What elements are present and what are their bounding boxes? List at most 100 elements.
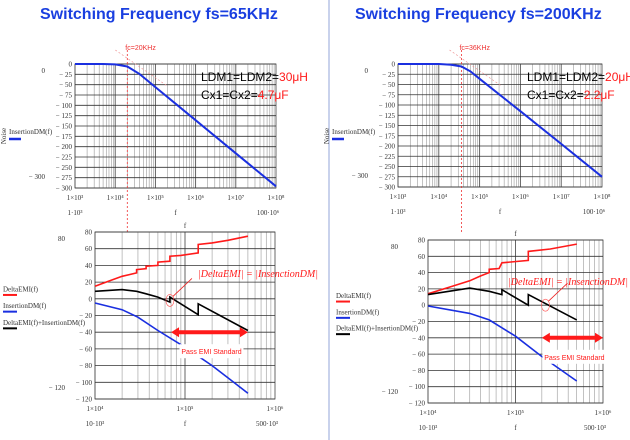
x-range-min-label: 10·10³ [419,424,437,432]
y-tick-label: − 100 [409,383,426,391]
y-tick-label: − 250 [56,164,73,172]
series-line-deltaemi-f-insertiondm-f- [94,288,249,332]
y-tick-label: − 60 [79,345,92,353]
y-tick-label: − 50 [382,81,395,89]
capacitance-label: Cx1=Cx2= [527,88,584,102]
y-tick-label: − 200 [379,143,396,151]
y-tick-label: − 20 [79,312,92,320]
chart-1: LDM1=LDM2=20μH Cx1=Cx2=2.2μF [332,49,630,232]
y-tick-label: − 225 [379,153,396,161]
inductance-value: 20μH [605,70,630,84]
capacitance-param: Cx1=Cx2=2.2μF [527,88,615,102]
series-line-deltaemi-f-insertiondm-f- [427,287,578,321]
chart-0: LDM1=LDM2=30μH Cx1=Cx2=4.7μF [9,49,308,233]
x-axis-top-label: f [184,222,187,230]
x-axis-label: f [499,208,502,216]
legend-label: DeltaEMI(f)+InsertionDM(f) [3,319,86,327]
x-tick-label: 1×10⁶ [512,193,529,201]
y-tick-label: − 250 [379,163,396,171]
series-line-deltaemi-f- [94,235,249,288]
y-tick-label: − 275 [379,173,396,181]
x-tick-label: 1×10⁷ [553,193,570,201]
filter-parameters: LDM1=LDM2=30μH Cx1=Cx2=4.7μF [201,70,308,102]
x-tick-label: 1×10⁶ [267,405,284,413]
x-range-max-label: 500·10³ [584,424,606,432]
capacitance-param: Cx1=Cx2=4.7μF [201,88,289,102]
x-range-min-label: 1·10³ [391,208,406,216]
x-tick-label: 1×10⁴ [87,405,104,413]
x-tick-label: 1×10⁸ [268,194,285,202]
y-tick-label: − 275 [56,174,73,182]
y-min-mark: − 300 [29,173,46,181]
y-tick-label: − 25 [59,71,72,79]
y-axis-label: Noise [323,128,331,144]
filter-parameters: LDM1=LDM2=20μH Cx1=Cx2=2.2μF [527,70,630,102]
y-tick-label: 40 [418,269,426,277]
inductance-param: LDM1=LDM2=30μH [201,70,308,84]
y-tick-label: − 150 [56,123,73,131]
x-tick-label: 1×10⁴ [420,409,437,417]
y-tick-label: − 120 [409,400,426,408]
arrow-head-left [171,327,180,338]
x-tick-label: 1×10³ [390,193,407,201]
y-tick-label: − 100 [56,102,73,110]
panel-divider [328,0,330,440]
x-tick-label: 1×10⁵ [177,405,194,413]
legend-label: InsertionDM(f) [9,128,53,136]
x-range-max-label: 500·10³ [256,420,278,428]
left-panel-title: Switching Frequency fs=65KHz [40,6,278,23]
y-tick-label: 40 [85,262,93,270]
y-tick-label: − 225 [56,154,73,162]
x-tick-label: 1×10⁶ [595,409,612,417]
x-tick-label: 1×10⁸ [594,193,611,201]
inductance-value: 30μH [279,70,308,84]
series-line-insertiondm-f- [75,63,277,188]
series-line-insertiondm-f- [94,302,249,394]
y-tick-label: − 50 [59,81,72,89]
arrow-head-left [541,332,550,343]
y-max-mark: 80 [58,235,66,243]
chart-3 [336,239,607,404]
y-max-mark: 0 [42,67,46,75]
y-tick-label: 80 [85,229,93,237]
x-tick-label: 1×10⁴ [430,193,447,201]
pass-label-bg [542,349,607,364]
y-max-mark: 0 [365,67,369,75]
legend-label: DeltaEMI(f) [3,285,39,293]
equality-annotation: |DeltaEMI| = |InsenctionDM| [198,269,318,280]
y-min-mark: − 120 [49,384,66,392]
y-axis-label: Noise [0,128,8,144]
y-tick-label: − 75 [382,91,395,99]
asymptote-line [449,49,502,87]
inductance-label: LDM1=LDM2= [527,70,605,84]
y-tick-label: − 120 [76,396,93,404]
y-tick-label: − 60 [412,351,425,359]
x-axis-label: f [514,424,517,432]
x-tick-label: 1×10⁷ [227,194,244,202]
x-range-max-label: 100·10⁶ [257,209,280,217]
x-axis-label: f [184,420,187,428]
series-line-deltaemi-f- [427,243,577,295]
pass-emi-label: Pass EMI Standard [181,349,241,356]
y-tick-label: 0 [69,61,73,69]
pass-emi-label: Pass EMI Standard [544,355,604,362]
y-tick-label: 0 [392,61,396,69]
x-axis-label: f [174,209,177,217]
y-tick-label: − 125 [379,112,396,120]
inductance-label: LDM1=LDM2= [201,70,279,84]
cutoff-frequency-label: fc=20KHz [125,45,156,52]
y-tick-label: − 40 [412,334,425,342]
legend-label: DeltaEMI(f) [336,292,372,300]
y-max-mark: 80 [391,243,399,251]
y-tick-label: − 25 [382,71,395,79]
y-tick-label: 80 [418,237,426,245]
x-tick-label: 1×10⁴ [107,194,124,202]
legend-label: DeltaEMI(f)+InsertionDM(f) [336,325,419,333]
x-axis-top-label: f [514,230,517,238]
right-panel-title: Switching Frequency fs=200KHz [355,6,602,23]
y-tick-label: − 75 [59,92,72,100]
y-tick-label: 60 [85,245,93,253]
y-tick-label: 60 [418,253,426,261]
series-line-insertiondm-f- [398,63,603,178]
